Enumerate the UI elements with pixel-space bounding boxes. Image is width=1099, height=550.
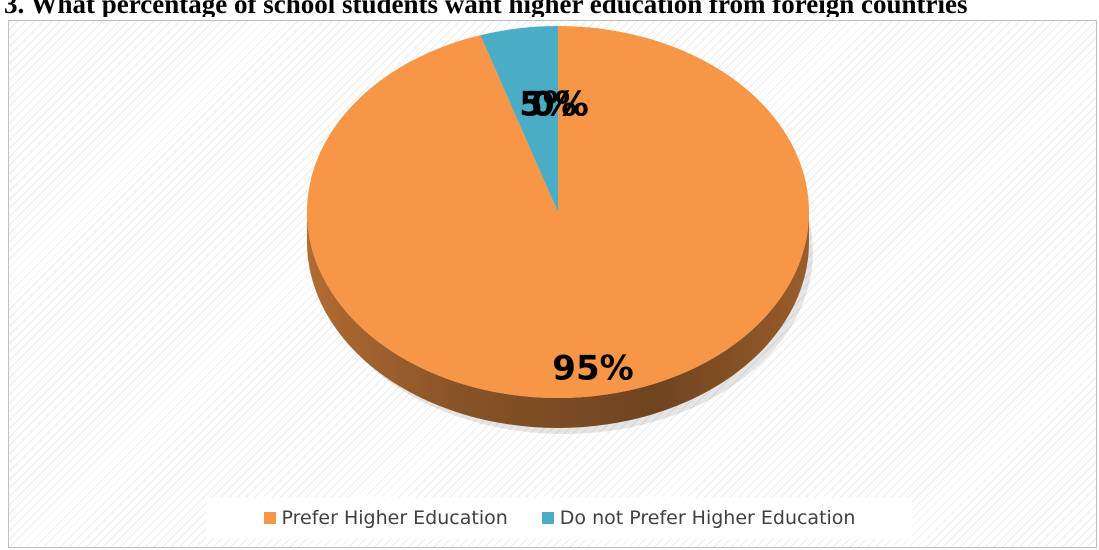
pie-slice-prefer-higher-education <box>307 26 810 399</box>
pie-side-wall <box>307 212 809 428</box>
data-label-1: 5% <box>519 84 577 124</box>
legend-item-0: Prefer Higher Education <box>263 507 508 529</box>
page-heading: 3. What percentage of school students wa… <box>4 0 968 17</box>
data-label-2: 0% <box>531 84 589 124</box>
chart-legend: Prefer Higher Education Do not Prefer Hig… <box>207 497 912 539</box>
legend-item-1: Do not Prefer Higher Education <box>541 507 856 529</box>
pie-slice-do-not-prefer-higher-education <box>480 26 558 212</box>
pie-chart: 95% 5%0% <box>307 26 813 434</box>
legend-swatch-1 <box>541 512 554 524</box>
legend-label-0: Prefer Higher Education <box>281 507 508 529</box>
legend-label-1: Do not Prefer Higher Education <box>559 507 856 529</box>
data-label-0: 95% <box>552 349 633 389</box>
legend-swatch-0 <box>263 512 276 524</box>
chart-area: 95% 5% 0% Prefer Higher Education Do not Pr… <box>8 20 1097 548</box>
